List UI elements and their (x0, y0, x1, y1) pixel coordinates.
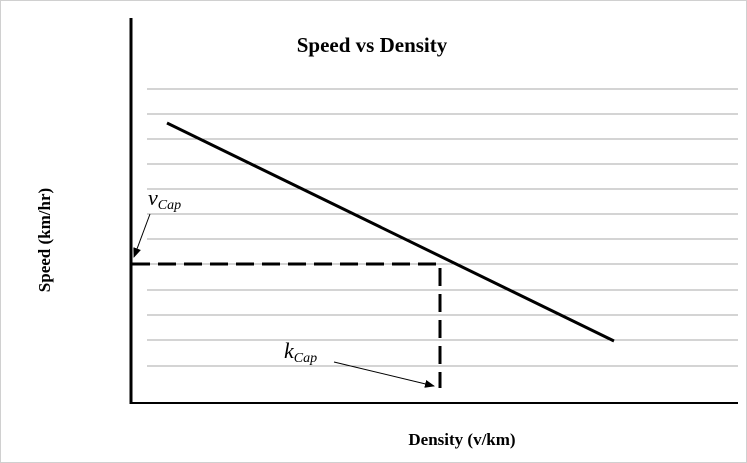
v-cap-arrow (133, 213, 151, 258)
v-cap-label: vCap (148, 185, 181, 213)
subscript: Cap (158, 198, 181, 213)
capacity-dashed-line (132, 262, 442, 388)
title: Speed vs Density (297, 33, 448, 57)
symbol: k (284, 338, 295, 363)
y-axis-label: Speed (km/hr) (35, 188, 54, 292)
subscript: Cap (294, 351, 317, 366)
k-cap-arrow (333, 361, 435, 388)
k-cap-label: kCap (284, 338, 317, 366)
grid (147, 88, 738, 367)
speed-density-line (166, 121, 615, 343)
symbol: v (148, 185, 158, 210)
x-axis-label: Density (v/km) (408, 430, 515, 449)
